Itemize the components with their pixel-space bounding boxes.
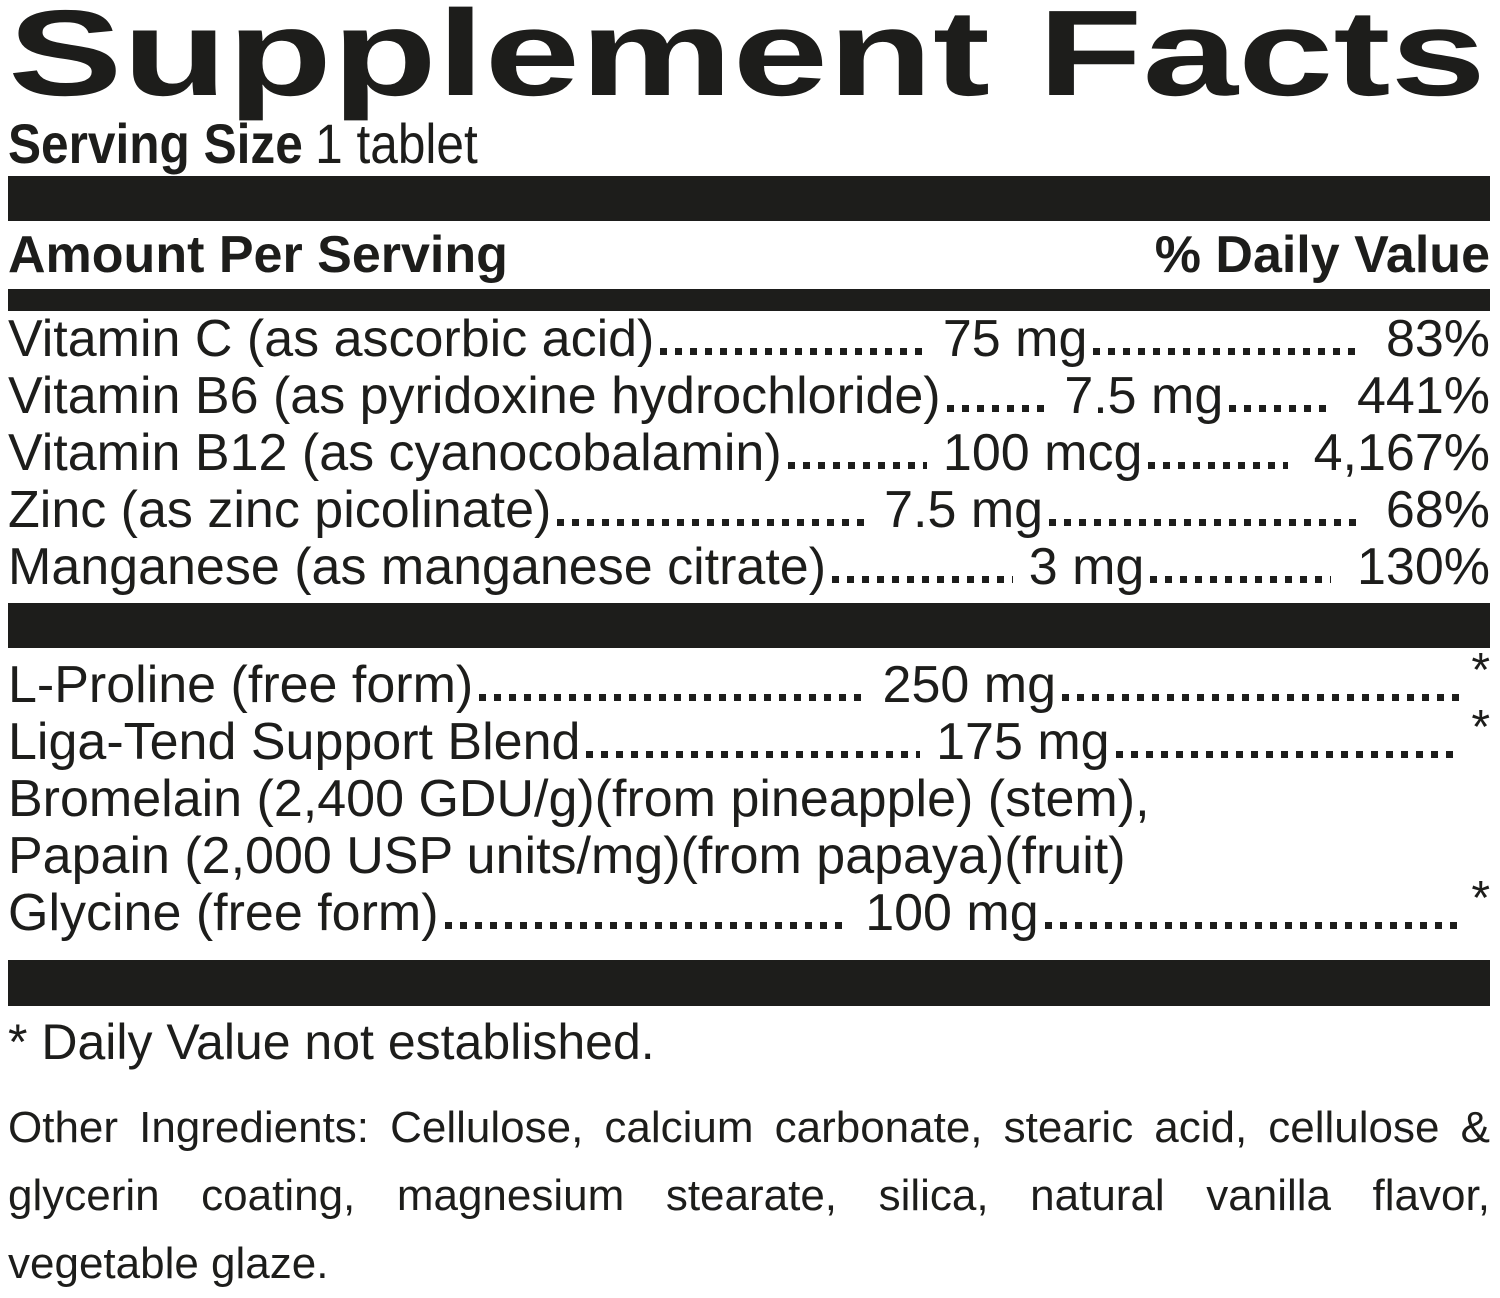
word: magnesium — [396, 1171, 625, 1220]
word: stearic — [1003, 1103, 1134, 1152]
amount-per-serving-header: Amount Per Serving — [8, 226, 508, 284]
divider-bar-thin — [8, 289, 1490, 311]
dot-leader — [782, 425, 943, 482]
divider-bar-thick-top — [8, 176, 1490, 221]
word: glycerin — [8, 1171, 160, 1220]
nutrient-name: Glycine (free form) — [8, 884, 439, 942]
serving-size-line: Serving Size 1 tablet — [8, 116, 478, 172]
word: cellulose — [1268, 1103, 1440, 1152]
nutrient-name: Vitamin C (as ascorbic acid) — [8, 310, 655, 368]
vitamin-mineral-rows: Vitamin C (as ascorbic acid) 75 mg 83% V… — [8, 311, 1490, 596]
dot-leader — [1039, 885, 1466, 942]
word: Other — [8, 1103, 119, 1152]
divider-bar-thick-bottom — [8, 960, 1490, 1006]
dot-leader — [1223, 368, 1347, 425]
label-title: Supplement Facts — [8, 2, 1486, 121]
dot-leader — [1087, 311, 1376, 368]
table-header-row: Amount Per Serving % Daily Value — [8, 221, 1490, 289]
serving-size-label: Serving Size — [8, 112, 303, 175]
daily-value-asterisk: * — [1471, 701, 1491, 754]
daily-value-header: % Daily Value — [1154, 226, 1490, 284]
word: carbonate, — [774, 1103, 983, 1152]
dot-leader — [1144, 539, 1347, 596]
table-row: Papain (2,000 USP units/mg)(from papaya)… — [8, 828, 1490, 885]
word: flavor, — [1372, 1171, 1490, 1220]
table-row: L-Proline (free form) 250 mg * — [8, 644, 1490, 714]
dot-leader — [1110, 714, 1466, 771]
word: Cellulose, — [390, 1103, 584, 1152]
word: silica, — [878, 1171, 989, 1220]
nutrient-amount: 75 mg — [942, 310, 1088, 368]
table-row: Bromelain (2,400 GDU/g)(from pineapple) … — [8, 771, 1490, 828]
nutrient-daily-value: 4,167% — [1313, 424, 1491, 482]
word: natural — [1030, 1171, 1165, 1220]
dot-leader — [1142, 425, 1303, 482]
nutrient-amount: 7.5 mg — [1064, 367, 1224, 425]
nutrient-name: Zinc (as zinc picolinate) — [8, 481, 552, 539]
nutrient-name: Vitamin B6 (as pyridoxine hydrochloride) — [8, 367, 941, 425]
table-row: Liga-Tend Support Blend 175 mg * — [8, 701, 1490, 771]
dot-leader — [654, 311, 943, 368]
dot-leader — [551, 482, 884, 539]
dot-leader — [580, 714, 936, 771]
daily-value-asterisk: * — [1471, 872, 1491, 925]
nutrient-daily-value: 441% — [1357, 367, 1490, 425]
nutrient-daily-value: 130% — [1357, 538, 1490, 596]
table-row: Glycine (free form) 100 mg * — [8, 872, 1490, 942]
nutrient-amount: 100 mg — [865, 884, 1039, 942]
nutrient-name: L-Proline (free form) — [8, 656, 474, 714]
other-ingredients-line: Other Ingredients: Cellulose, calcium carbon… — [8, 1094, 1490, 1162]
nutrient-amount: 3 mg — [1028, 538, 1145, 596]
nutrient-name: Liga-Tend Support Blend — [8, 713, 581, 771]
dot-leader — [439, 885, 866, 942]
nutrient-amount: 100 mcg — [942, 424, 1143, 482]
word: vanilla — [1206, 1171, 1331, 1220]
blend-component-line: Papain (2,000 USP units/mg)(from papaya)… — [8, 827, 1126, 885]
serving-size-row: Serving Size 1 tablet — [8, 116, 478, 172]
dot-leader — [826, 539, 1029, 596]
nutrient-amount: 250 mg — [882, 656, 1056, 714]
daily-value-footnote: * Daily Value not established. — [8, 1014, 655, 1070]
serving-size-value: 1 tablet — [315, 112, 478, 175]
nutrient-amount: 7.5 mg — [884, 481, 1044, 539]
dot-leader — [1056, 657, 1465, 714]
label-title-text: Supplement Facts — [8, 2, 1486, 121]
nutrient-daily-value: 83% — [1385, 310, 1491, 368]
word: calcium — [604, 1103, 754, 1152]
nutrient-amount: 175 mg — [936, 713, 1110, 771]
table-row: Vitamin C (as ascorbic acid) 75 mg 83% — [8, 311, 1490, 368]
word: stearate, — [665, 1171, 838, 1220]
table-row: Zinc (as zinc picolinate) 7.5 mg 68% — [8, 482, 1490, 539]
other-ingredients: Other Ingredients: Cellulose, calcium carbon… — [8, 1094, 1490, 1298]
dot-leader — [1043, 482, 1376, 539]
word: & — [1460, 1103, 1490, 1152]
other-ingredients-line: glycerin coating, magnesium stearate, silica… — [8, 1162, 1490, 1230]
other-ingredients-line: vegetable glaze. — [8, 1239, 329, 1288]
daily-value-asterisk: * — [1471, 644, 1490, 697]
blend-rows: L-Proline (free form) 250 mg * Liga-Tend… — [8, 644, 1490, 942]
nutrient-name: Manganese (as manganese citrate) — [8, 538, 827, 596]
blend-component-line: Bromelain (2,400 GDU/g)(from pineapple) … — [8, 770, 1150, 828]
table-row: Vitamin B12 (as cyanocobalamin) 100 mcg … — [8, 425, 1490, 482]
divider-bar-thick-middle — [8, 603, 1490, 648]
table-row: Manganese (as manganese citrate) 3 mg 13… — [8, 539, 1490, 596]
dot-leader — [473, 657, 882, 714]
table-row: Vitamin B6 (as pyridoxine hydrochloride)… — [8, 368, 1490, 425]
nutrient-name: Vitamin B12 (as cyanocobalamin) — [8, 424, 782, 482]
word: acid, — [1154, 1103, 1248, 1152]
word: Ingredients: — [139, 1103, 370, 1152]
word: coating, — [201, 1171, 356, 1220]
nutrient-daily-value: 68% — [1385, 481, 1490, 539]
dot-leader — [941, 368, 1065, 425]
